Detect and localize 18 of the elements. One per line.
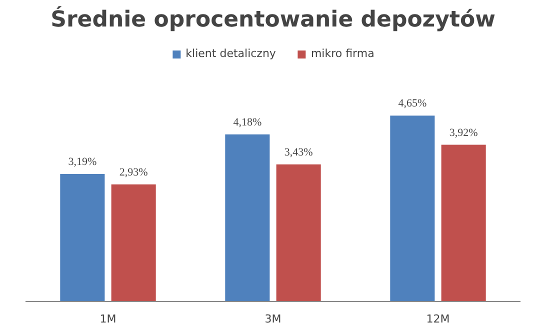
legend-label: mikro firma: [310, 47, 374, 60]
x-tick-label: 1M: [100, 312, 116, 326]
bar: [441, 144, 486, 302]
bar: [276, 164, 321, 302]
data-label: 4,18%: [233, 116, 262, 128]
bar: [60, 174, 105, 302]
data-label: 3,92%: [449, 126, 478, 139]
data-label: 3,43%: [284, 146, 313, 158]
x-tick-label: 3M: [264, 312, 282, 326]
legend-label: klient detaliczny: [186, 47, 276, 60]
bar: [225, 134, 270, 302]
x-tick-label: 12M: [426, 312, 450, 326]
bar: [390, 116, 435, 302]
data-label: 3,19%: [68, 156, 97, 168]
chart-title: Średnie oprocentowanie depozytów: [50, 6, 496, 32]
data-label: 2,93%: [119, 166, 148, 178]
data-label: 4,65%: [398, 98, 427, 110]
bar: [111, 184, 156, 302]
